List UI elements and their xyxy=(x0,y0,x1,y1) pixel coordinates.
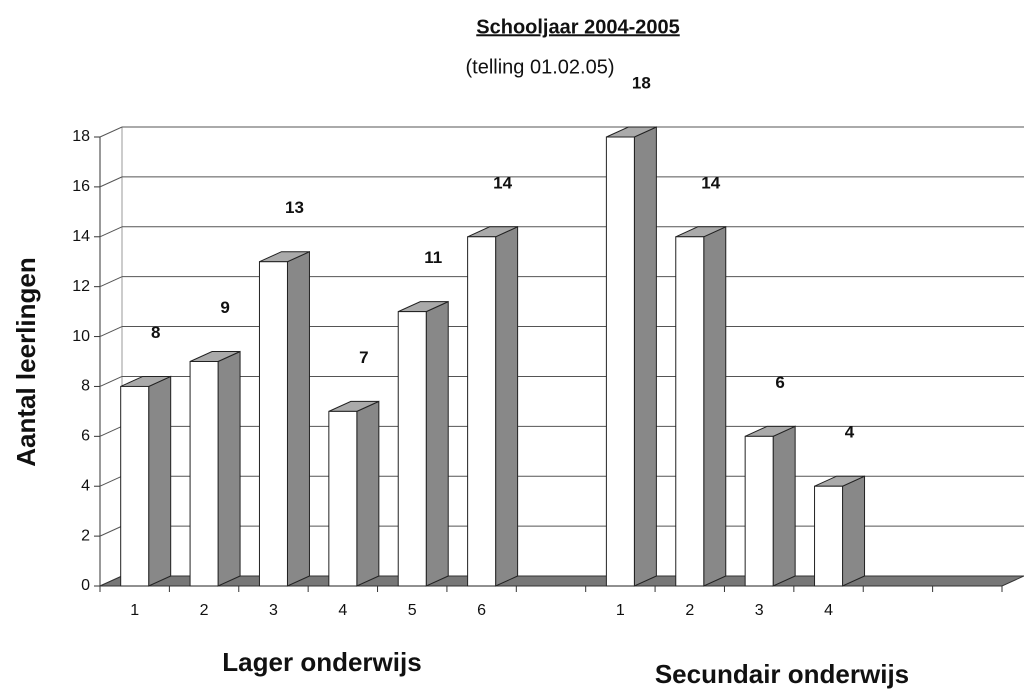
data-label: 4 xyxy=(845,423,855,442)
y-tick-label: 2 xyxy=(81,527,90,544)
y-tick-label: 4 xyxy=(81,477,90,494)
data-label: 8 xyxy=(151,323,160,342)
y-tick-label: 18 xyxy=(72,128,90,145)
grid-line xyxy=(99,126,123,138)
y-tick-label: 14 xyxy=(72,228,90,245)
chart-title: Schooljaar 2004-2005 xyxy=(476,16,679,38)
x-tick-label: 4 xyxy=(338,602,347,619)
bar-side xyxy=(148,375,172,587)
bar-side xyxy=(633,126,657,587)
data-label: 13 xyxy=(285,198,304,217)
y-axis-label: Aantal leerlingen xyxy=(11,257,41,467)
x-tick-label: 3 xyxy=(269,602,278,619)
bar-side xyxy=(286,250,310,587)
grid-line xyxy=(99,326,123,338)
bar xyxy=(675,236,705,587)
y-tick-label: 6 xyxy=(81,428,90,445)
bar-side xyxy=(495,226,519,587)
data-label: 11 xyxy=(424,248,442,267)
data-label: 14 xyxy=(701,173,720,192)
data-label: 14 xyxy=(493,173,512,192)
bar xyxy=(744,435,774,587)
bar xyxy=(467,236,497,587)
bar xyxy=(258,261,288,587)
data-label: 18 xyxy=(632,73,651,92)
grid-line xyxy=(99,475,123,487)
x-tick-label: 5 xyxy=(408,602,417,619)
bar xyxy=(397,311,427,587)
y-tick-label: 16 xyxy=(72,178,90,195)
chart-subtitle: (telling 01.02.05) xyxy=(466,56,615,78)
grid-line xyxy=(99,375,123,387)
x-tick-label: 2 xyxy=(200,602,209,619)
bar xyxy=(120,385,150,587)
grid-line xyxy=(99,425,123,437)
bar-side xyxy=(703,226,727,587)
y-tick-label: 10 xyxy=(72,328,90,345)
bar-side xyxy=(842,475,866,587)
data-label: 7 xyxy=(359,348,368,367)
group-label: Lager onderwijs xyxy=(222,647,421,677)
grid-line xyxy=(99,226,123,238)
bar-side xyxy=(425,300,449,587)
data-label: 6 xyxy=(775,373,784,392)
bar-side xyxy=(217,350,241,587)
x-tick-label: 6 xyxy=(477,602,486,619)
bar-side xyxy=(356,400,380,587)
y-tick-label: 8 xyxy=(81,378,90,395)
x-tick-label: 1 xyxy=(616,602,625,619)
bar xyxy=(189,361,219,587)
bar xyxy=(328,410,358,587)
grid-line xyxy=(99,525,123,537)
bar xyxy=(605,136,635,587)
x-tick-label: 1 xyxy=(130,602,139,619)
x-tick-label: 4 xyxy=(824,602,833,619)
x-tick-label: 2 xyxy=(685,602,694,619)
y-tick-label: 12 xyxy=(72,278,90,295)
grid-line xyxy=(99,176,123,188)
group-label: Secundair onderwijs xyxy=(655,659,909,689)
bar-side xyxy=(772,425,796,587)
grid-line xyxy=(99,276,123,288)
data-label: 9 xyxy=(220,298,229,317)
y-tick-label: 0 xyxy=(81,577,90,594)
bar xyxy=(814,485,844,587)
x-tick-label: 3 xyxy=(755,602,764,619)
floor xyxy=(99,575,1024,587)
